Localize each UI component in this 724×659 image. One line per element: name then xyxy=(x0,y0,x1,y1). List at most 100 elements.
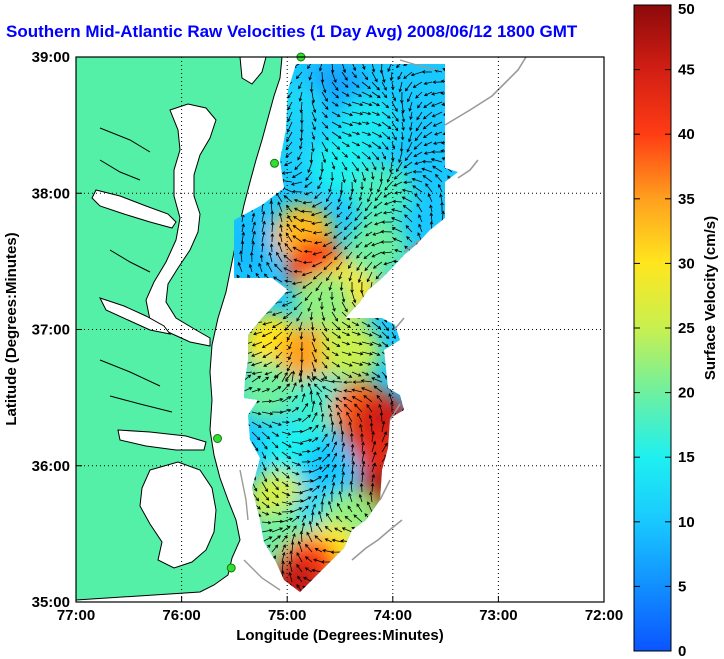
velocity-arrow xyxy=(251,351,263,357)
velocity-arrow xyxy=(281,525,291,533)
velocity-arrow xyxy=(302,200,313,205)
velocity-arrow xyxy=(311,341,317,353)
velocity-arrow xyxy=(273,276,283,283)
velocity-arrow xyxy=(361,371,370,376)
velocity-arrow xyxy=(328,281,333,291)
velocity-arrow xyxy=(341,341,351,346)
velocity-arrow xyxy=(351,91,363,97)
velocity-arrow xyxy=(301,271,313,277)
velocity-arrow xyxy=(286,121,293,133)
velocity-arrow xyxy=(261,491,270,501)
velocity-arrow xyxy=(309,390,313,403)
velocity-arrow xyxy=(341,361,353,367)
velocity-arrow xyxy=(288,560,293,573)
velocity-arrow xyxy=(341,81,349,88)
velocity-arrow xyxy=(401,101,405,114)
velocity-arrow xyxy=(311,141,315,153)
velocity-arrow xyxy=(336,261,343,271)
velocity-arrow xyxy=(361,141,372,148)
velocity-arrow xyxy=(332,388,343,393)
velocity-arrow xyxy=(421,70,433,74)
velocity-arrow xyxy=(288,341,293,350)
velocity-arrow xyxy=(291,499,304,503)
velocity-arrow xyxy=(310,211,323,217)
velocity-arrow xyxy=(297,151,303,161)
velocity-arrow xyxy=(371,430,375,443)
velocity-arrow xyxy=(271,386,282,393)
velocity-arrow xyxy=(405,225,413,233)
velocity-arrow xyxy=(331,463,337,473)
velocity-arrow xyxy=(355,241,363,248)
velocity-arrow xyxy=(277,241,283,253)
velocity-arrow xyxy=(361,450,366,463)
velocity-arrow xyxy=(331,71,337,84)
velocity-arrow xyxy=(356,201,363,212)
velocity-arrow xyxy=(302,281,313,289)
velocity-arrow xyxy=(381,121,392,130)
velocity-arrow xyxy=(341,371,353,378)
velocity-arrow xyxy=(371,131,383,138)
velocity-arrow xyxy=(262,321,273,326)
map-title: Southern Mid-Atlantic Raw Velocities (1 … xyxy=(6,22,578,41)
velocity-arrow xyxy=(359,423,363,433)
velocity-arrow xyxy=(341,121,354,127)
colorbar-tick-label: 45 xyxy=(678,62,695,79)
velocity-arrow xyxy=(331,538,343,543)
velocity-arrow xyxy=(305,171,313,181)
velocity-arrow xyxy=(349,432,354,443)
velocity-arrow xyxy=(311,485,320,493)
velocity-arrow xyxy=(351,64,357,72)
velocity-arrow xyxy=(261,441,268,450)
velocity-arrow xyxy=(383,261,393,266)
velocity-arrow xyxy=(372,261,383,269)
velocity-arrow xyxy=(324,394,333,403)
velocity-arrow xyxy=(431,101,443,107)
velocity-arrow xyxy=(403,161,413,169)
velocity-arrow xyxy=(321,331,330,342)
velocity-arrow xyxy=(341,454,346,463)
velocity-arrow xyxy=(312,231,323,235)
velocity-arrow xyxy=(371,451,377,463)
velocity-arrow xyxy=(371,91,381,99)
velocity-arrow xyxy=(434,173,443,183)
y-tick-label: 38:00 xyxy=(32,185,70,202)
velocity-arrow xyxy=(351,161,359,172)
velocity-arrow xyxy=(429,212,434,223)
velocity-arrow xyxy=(351,121,363,126)
colorbar xyxy=(633,4,672,652)
velocity-arrow xyxy=(379,411,384,423)
velocity-arrow xyxy=(281,551,286,563)
velocity-arrow xyxy=(271,441,279,449)
velocity-arrow xyxy=(429,204,433,213)
velocity-arrow xyxy=(298,372,303,383)
velocity-arrow xyxy=(320,412,325,423)
velocity-arrow xyxy=(331,311,339,322)
velocity-arrow xyxy=(414,161,423,165)
velocity-arrow xyxy=(294,161,303,171)
velocity-arrow xyxy=(274,263,283,273)
velocity-arrow xyxy=(392,237,403,243)
velocity-arrow xyxy=(251,240,255,253)
velocity-arrow xyxy=(311,221,323,226)
velocity-arrow xyxy=(271,491,279,499)
velocity-arrow xyxy=(307,301,313,312)
velocity-arrow xyxy=(307,64,313,70)
velocity-arrow xyxy=(296,311,303,322)
velocity-arrow xyxy=(361,151,372,160)
velocity-arrow xyxy=(312,251,323,256)
velocity-arrow xyxy=(301,438,313,443)
velocity-arrow xyxy=(321,371,327,380)
velocity-arrow xyxy=(317,181,323,190)
velocity-arrow xyxy=(261,421,273,428)
velocity-arrow xyxy=(282,311,293,320)
velocity-arrow xyxy=(367,191,373,203)
velocity-arrow xyxy=(281,560,285,573)
velocity-arrow xyxy=(395,64,403,69)
velocity-arrow xyxy=(310,511,315,523)
velocity-arrow xyxy=(324,538,333,543)
velocity-arrow xyxy=(351,388,363,393)
velocity-arrow xyxy=(404,81,413,92)
velocity-arrow xyxy=(418,214,423,223)
velocity-arrow xyxy=(410,71,423,77)
velocity-arrow xyxy=(302,238,313,243)
